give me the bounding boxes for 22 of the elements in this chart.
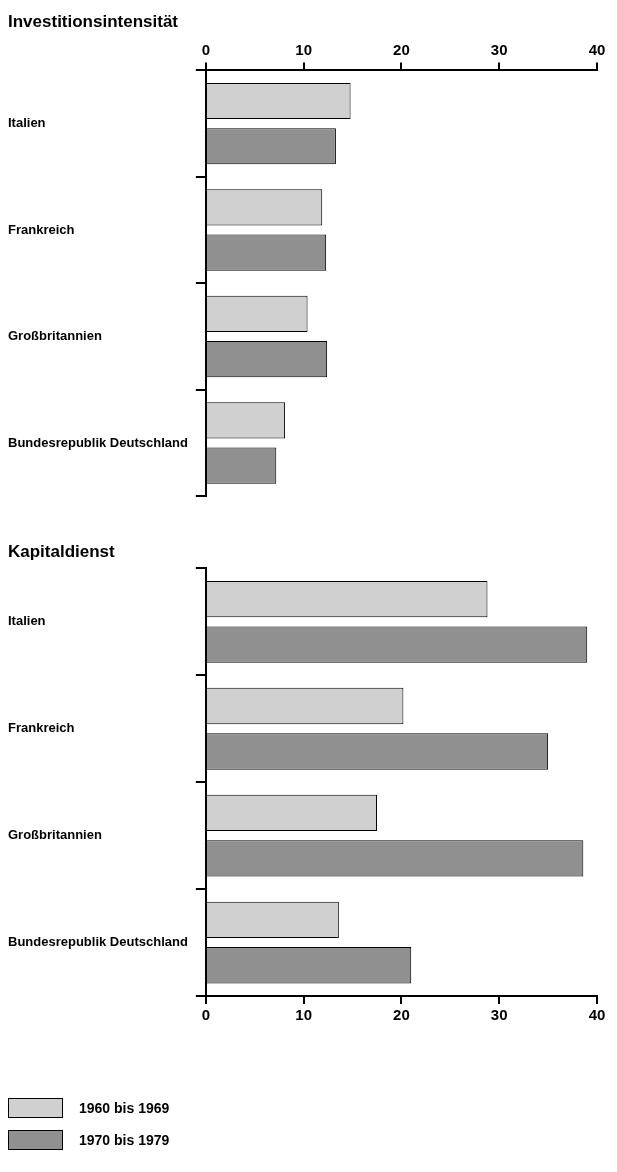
y-tick-label: Frankreich: [8, 221, 75, 237]
x-tick-label: 10: [295, 1006, 312, 1024]
x2-tick-label: 20: [393, 40, 410, 58]
y-tick-label: Bundesrepublik Deutschland: [8, 434, 188, 450]
x2-tick-label: 10: [295, 40, 312, 58]
x-tick-label: 40: [588, 1006, 606, 1024]
x2-tick-label: 30: [490, 40, 508, 58]
y-tick-label: Großbritannien: [8, 328, 102, 344]
x2-tick-label: 0: [201, 40, 211, 58]
x-tick-label: 30: [490, 1006, 508, 1024]
y-tick-label: Frankreich: [8, 720, 75, 736]
x-tick-label: 0: [201, 1006, 211, 1024]
y-tick-label: Bundesrepublik Deutschland: [8, 934, 188, 950]
legend-label: 1970 bis 1979: [79, 1132, 170, 1148]
x-tick-label: 20: [393, 1006, 410, 1024]
chart-title: Investitionsintensität: [8, 11, 179, 31]
y-tick-label: Großbritannien: [8, 827, 102, 843]
y-tick-label: Italien: [8, 115, 46, 131]
x2-tick-label: 40: [588, 40, 606, 58]
text: Kapitaldienst: [8, 541, 116, 561]
legend-label: 1960 bis 1969: [79, 1100, 170, 1116]
y-tick-label: Italien: [8, 613, 46, 629]
